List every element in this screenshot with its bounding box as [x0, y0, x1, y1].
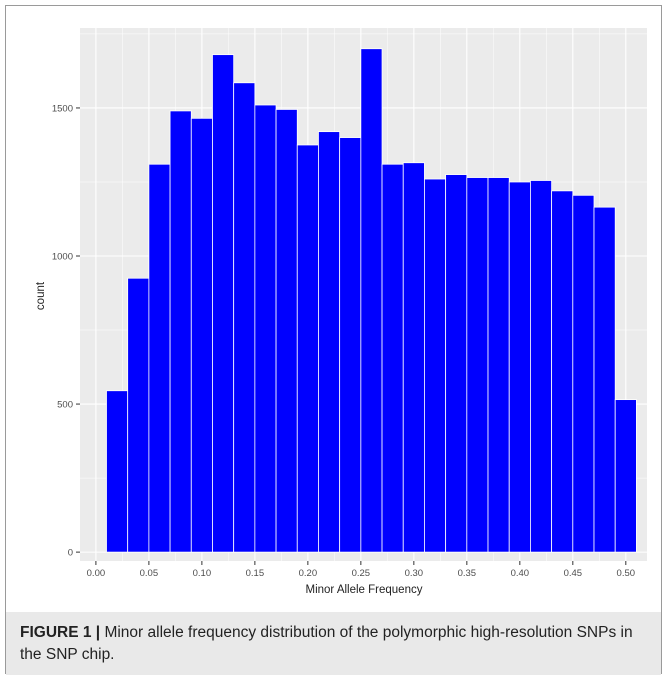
histogram-bar: [402, 162, 425, 553]
histogram-bar: [212, 54, 235, 553]
histogram-bar: [127, 277, 150, 553]
histogram-bar: [530, 180, 553, 553]
y-tick-label: 1000: [52, 252, 73, 263]
figure-caption: FIGURE 1 | Minor allele frequency distri…: [6, 612, 661, 675]
x-tick-label: 0.00: [87, 568, 106, 579]
histogram-bar: [445, 174, 468, 553]
histogram-bar: [551, 190, 574, 553]
y-tick-label: 500: [57, 400, 73, 411]
histogram-bar: [318, 131, 341, 553]
histogram-bar: [254, 104, 277, 553]
histogram-bar: [508, 181, 531, 553]
histogram-bar: [572, 194, 595, 553]
histogram-bar: [424, 178, 447, 553]
histogram-bar: [593, 206, 616, 553]
x-tick-label: 0.45: [564, 568, 583, 579]
y-tick-label: 1500: [52, 103, 73, 114]
x-tick-label: 0.05: [140, 568, 159, 579]
x-tick-label: 0.30: [405, 568, 424, 579]
figure-label: FIGURE 1 |: [20, 624, 101, 641]
x-tick-label: 0.20: [299, 568, 318, 579]
x-tick-label: 0.15: [246, 568, 265, 579]
histogram-bar: [466, 177, 489, 553]
y-tick-label: 0: [68, 548, 73, 559]
histogram-bar: [233, 82, 256, 553]
y-axis-title: count: [35, 281, 47, 310]
histogram-bar: [360, 48, 383, 553]
x-tick-label: 0.35: [458, 568, 477, 579]
x-tick-label: 0.25: [352, 568, 371, 579]
histogram-bar: [614, 399, 637, 553]
histogram-bar: [148, 163, 171, 553]
histogram-bar: [275, 109, 298, 553]
x-axis: 0.00 0.05 0.10 0.15 0.20 0.25 0.30 0.35 0.40 0.45…: [87, 561, 635, 579]
histogram-bar: [296, 144, 319, 553]
histogram-bar: [381, 163, 404, 553]
x-axis-title: Minor Allele Frequency: [306, 584, 423, 596]
x-tick-label: 0.40: [511, 568, 530, 579]
y-axis: 0 500 1000 1500: [52, 103, 80, 559]
x-tick-label: 0.50: [617, 568, 636, 579]
histogram-bar: [339, 137, 362, 553]
caption-text: Minor allele frequency distribution of t…: [20, 624, 633, 663]
histogram-bar: [169, 110, 192, 553]
histogram-bars: [106, 48, 637, 553]
histogram-bar: [190, 117, 213, 553]
x-tick-label: 0.10: [193, 568, 212, 579]
histogram-bar: [106, 390, 129, 553]
histogram-chart: 0.00 0.05 0.10 0.15 0.20 0.25 0.30 0.35 0.40 0.45…: [35, 28, 647, 596]
histogram-bar: [487, 177, 510, 553]
